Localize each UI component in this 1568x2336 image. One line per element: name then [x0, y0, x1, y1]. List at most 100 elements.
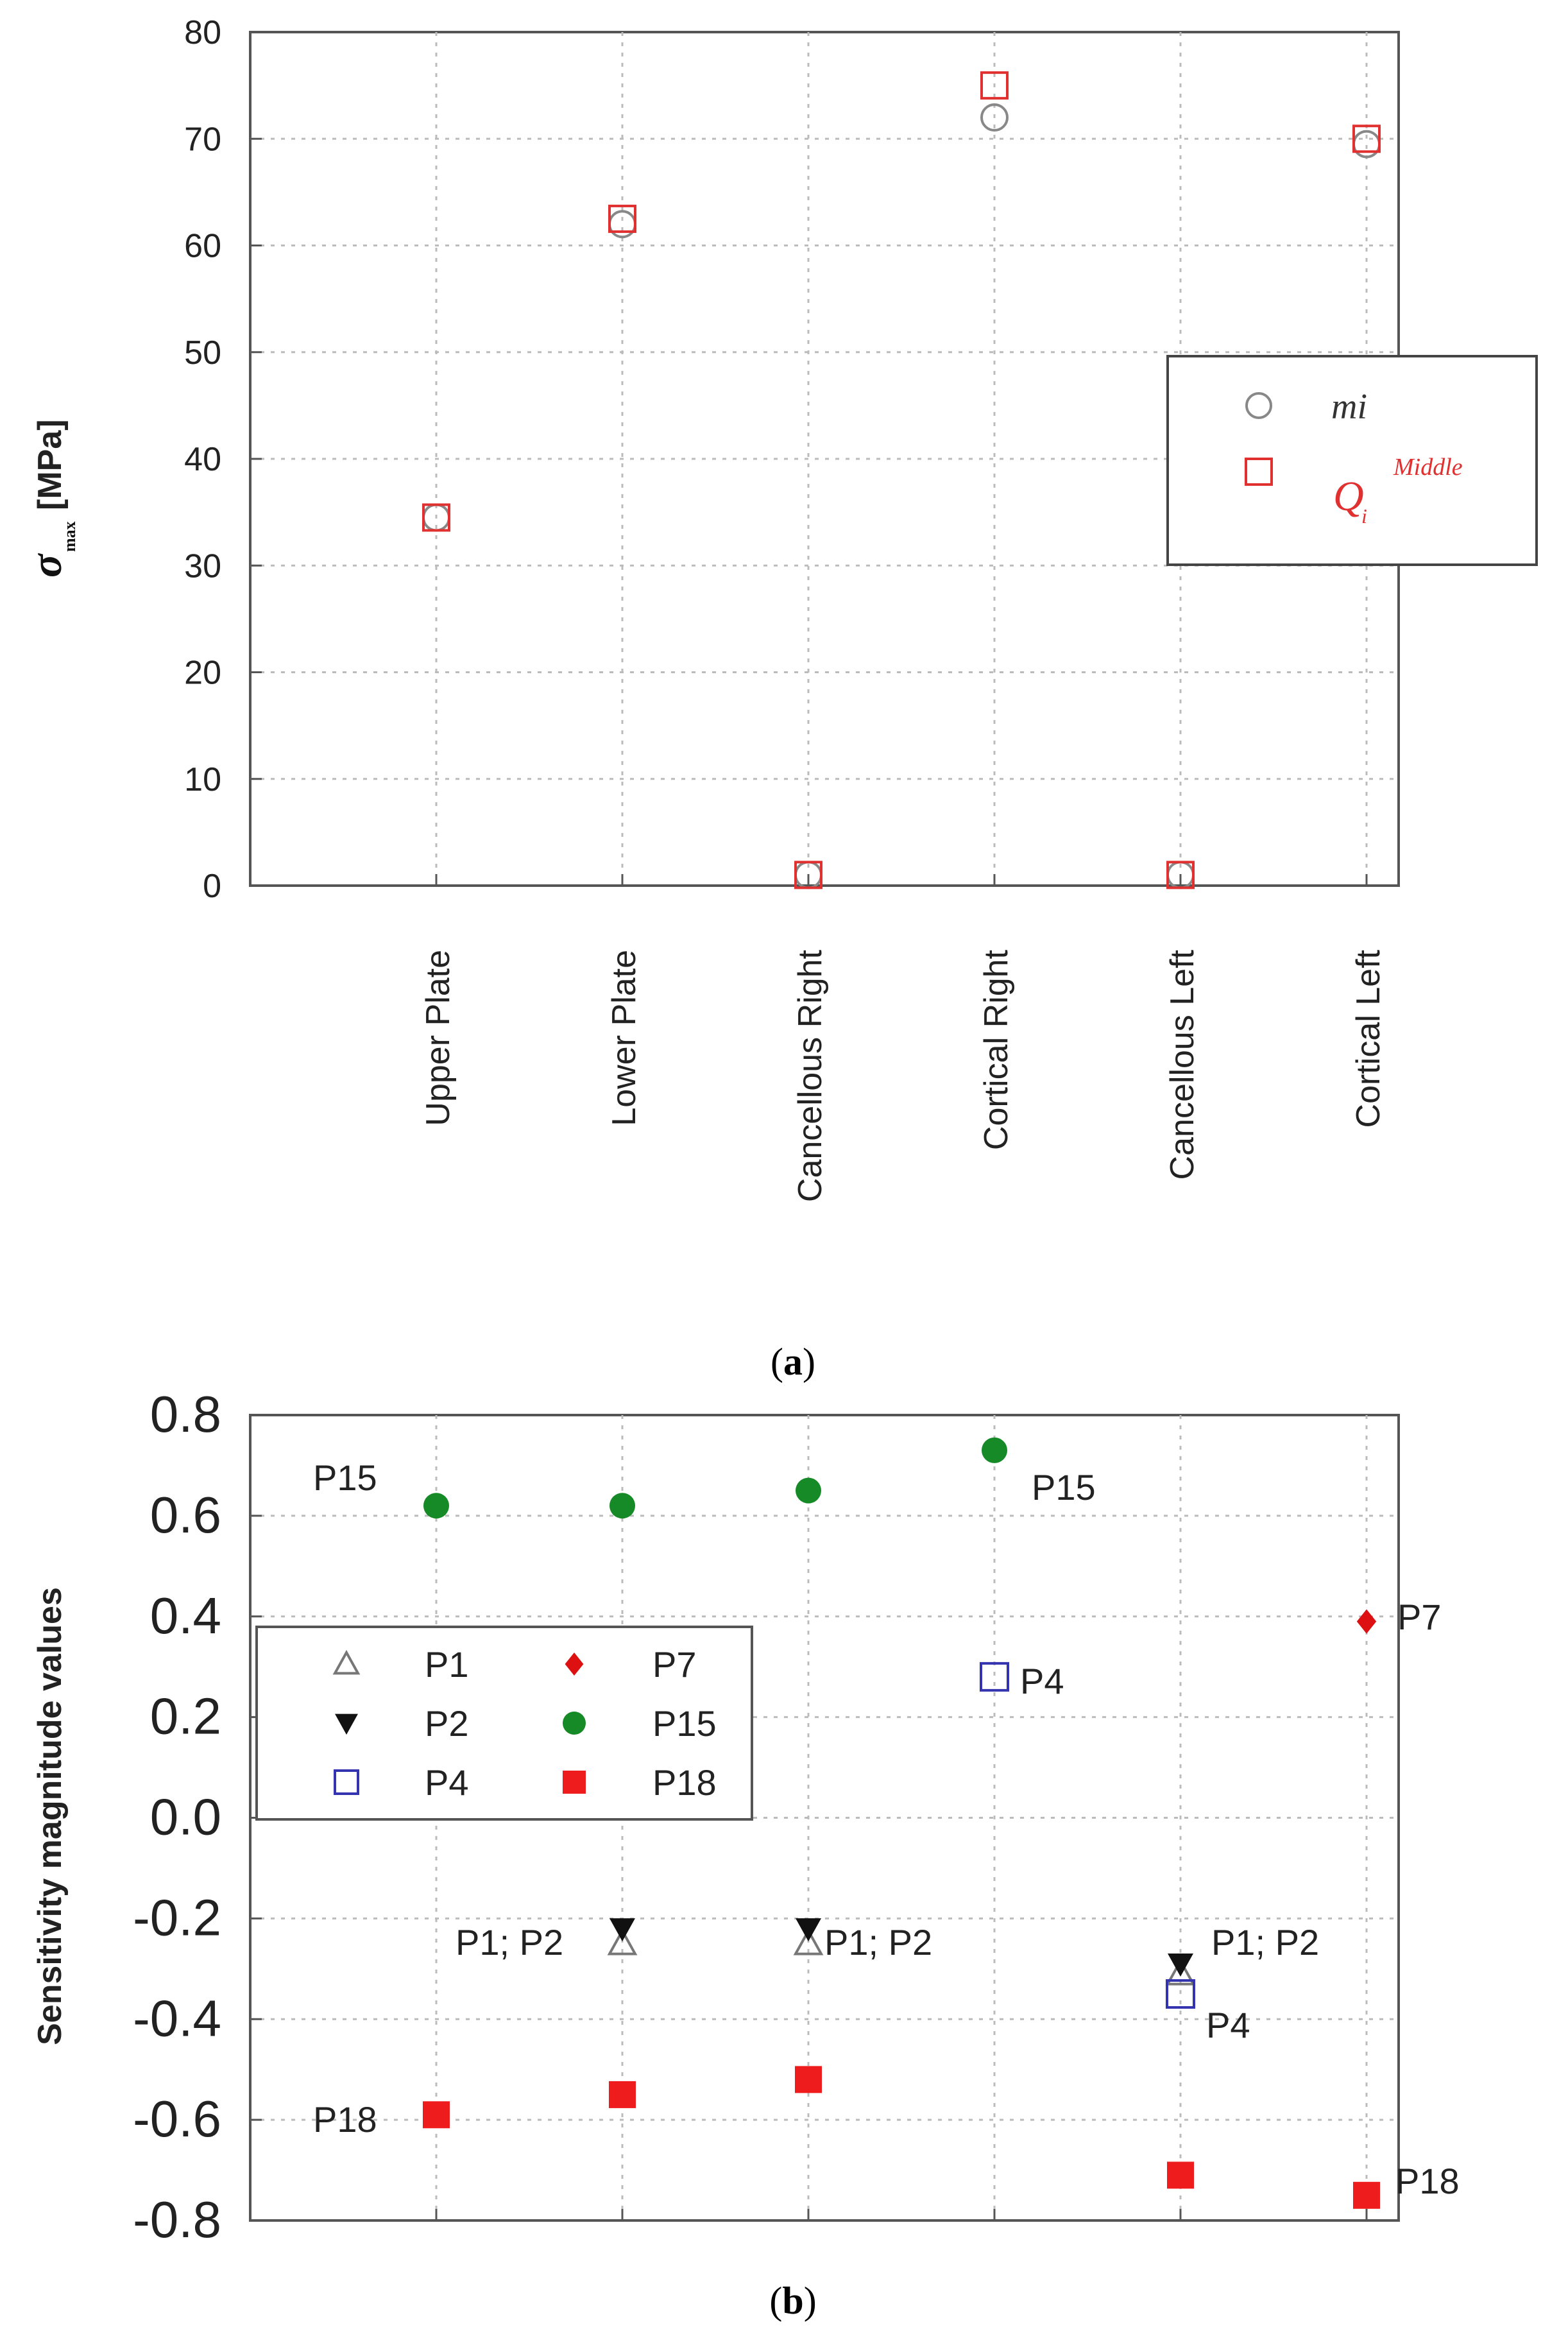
- panel-b-annotation: P18: [313, 2099, 377, 2140]
- panel-b-annotation: P1; P2: [824, 1922, 932, 1962]
- panel-a-caption-letter: a: [783, 1341, 803, 1383]
- panel-a-x-tick-label: Cortical Left: [1350, 949, 1387, 1128]
- legend-p18-marker: [563, 1771, 586, 1794]
- panel-a-legend: mi Q i Middle: [1166, 355, 1538, 566]
- panel-a-y-tick-label: 50: [184, 334, 221, 372]
- panel-b-point-p2: [796, 1918, 821, 1942]
- panel-b-y-tick-label: 0.2: [150, 1688, 221, 1745]
- panel-a-x-tick-label: Cortical Right: [978, 949, 1015, 1150]
- panel-a-x-tick-label: Lower Plate: [606, 950, 643, 1126]
- panel-b-point-p18: [609, 2081, 636, 2108]
- panel-a-y-label-symbol: σ: [22, 553, 71, 578]
- panel-b-point-p15: [423, 1493, 449, 1519]
- legend-p7-marker: [565, 1653, 584, 1676]
- legend-p2-marker: [335, 1713, 358, 1735]
- panel-b-point-p15: [982, 1437, 1007, 1463]
- panel-b-annotation: P18: [1395, 2161, 1460, 2201]
- panel-b-point-p2: [609, 1918, 635, 1942]
- panel-b-y-tick-label: 0.0: [150, 1789, 221, 1846]
- legend-p4-label: P4: [425, 1762, 469, 1803]
- panel-b-chart: -0.8 -0.6 -0.4 -0.2 0.0 0.2 0.4 0.6 0.8 P15 P15 P7…: [31, 1386, 1460, 2248]
- panel-a-x-tick-label: Upper Plate: [420, 950, 457, 1126]
- panel-a-point-q-middle: [422, 503, 450, 532]
- panel-b-point-p1: [793, 1928, 824, 1955]
- legend-mi-marker: [1245, 392, 1272, 419]
- legend-p2-label: P2: [425, 1703, 469, 1744]
- panel-b-point-p1: [607, 1928, 638, 1955]
- panel-b-y-tick-label: 0.8: [150, 1386, 221, 1443]
- panel-b-y-label: Sensitivity magnitude values: [31, 1587, 69, 2045]
- panel-a-x-tick-label: Cancellous Left: [1164, 949, 1201, 1180]
- panel-b-point-p15: [609, 1493, 635, 1519]
- panel-a-y-label-sub: max: [60, 521, 79, 552]
- legend-q-label: Q: [1333, 473, 1364, 520]
- panel-a-y-tick-label: 60: [184, 228, 221, 265]
- panel-a-point-q-middle: [1166, 861, 1195, 889]
- panel-a-x-tick-label: Cancellous Right: [792, 949, 829, 1202]
- panel-b-point-p2: [1168, 1953, 1193, 1977]
- panel-b-y-ticks: -0.8 -0.6 -0.4 -0.2 0.0 0.2 0.4 0.6 0.8: [133, 1386, 221, 2248]
- panel-a-y-label: σ max [MPa]: [22, 419, 79, 578]
- panel-b-caption: (b): [769, 2280, 816, 2322]
- panel-b-point-p18: [795, 2066, 822, 2093]
- panel-b-point-p4: [1166, 1979, 1195, 2009]
- panel-b-annotation: P4: [1206, 2005, 1250, 2045]
- panel-b-point-p1: [1165, 1958, 1196, 1986]
- legend-p7-label: P7: [652, 1644, 697, 1685]
- panel-b-y-tick-label: -0.4: [133, 1989, 221, 2047]
- panel-b-point-p15: [796, 1477, 821, 1504]
- panel-b-y-tick-label: 0.4: [150, 1587, 221, 1644]
- legend-q-sub: i: [1361, 504, 1367, 528]
- legend-p1-label: P1: [425, 1644, 469, 1685]
- panel-b-annotation: P1; P2: [1211, 1922, 1319, 1962]
- panel-a-y-tick-label: 10: [184, 761, 221, 798]
- panel-a-y-label-unit: [MPa]: [31, 419, 69, 510]
- panel-b-y-tick-label: -0.6: [133, 2090, 221, 2147]
- panel-b-y-tick-label: -0.2: [133, 1889, 221, 1946]
- panel-b-point-p4: [980, 1662, 1009, 1692]
- panel-b-y-tick-label: -0.8: [133, 2191, 221, 2248]
- panel-b-legend-box: [255, 1626, 753, 1821]
- legend-p1-marker: [332, 1649, 361, 1675]
- panel-a-point-q-middle: [1352, 125, 1381, 153]
- panel-b-point-p18: [423, 2101, 450, 2129]
- panel-a-y-tick-label: 70: [184, 121, 221, 158]
- panel-b-caption-letter: b: [782, 2280, 803, 2322]
- panel-a-y-tick-label: 30: [184, 547, 221, 585]
- panel-b-annotations: P15 P15 P7 P4 P1; P2 P1; P2 P1; P2 P4 P18 P18: [313, 1457, 1460, 2201]
- panel-b-point-p18: [1167, 2161, 1194, 2189]
- panel-a-point-mi: [980, 103, 1009, 132]
- legend-p4-marker: [334, 1769, 359, 1795]
- legend-q-marker: [1245, 458, 1273, 486]
- panel-a-point-q-middle: [608, 204, 636, 233]
- panel-a-y-tick-label: 40: [184, 441, 221, 478]
- panel-b-annotation: P15: [1032, 1467, 1096, 1507]
- panel-a-point-q-middle: [794, 861, 822, 889]
- legend-p15-marker: [563, 1712, 586, 1735]
- panel-a-chart: 0 10 20 30 40 50 60 70 80 Upper Plate Lower Plate…: [22, 14, 1538, 1202]
- panel-a-x-ticks: Upper Plate Lower Plate Cancellous Right Co…: [420, 949, 1387, 1202]
- panel-a-caption: (a): [771, 1341, 815, 1383]
- panel-b-marks: [423, 1437, 1380, 2209]
- panel-b-annotation: P7: [1397, 1597, 1442, 1637]
- panel-a-y-tick-label: 80: [184, 14, 221, 51]
- panel-a-point-q-middle: [980, 71, 1009, 100]
- panel-b-point-p7: [1356, 1609, 1377, 1634]
- panel-b-point-p18: [1353, 2181, 1380, 2209]
- panel-b-annotation: P15: [313, 1457, 377, 1498]
- panel-a-marks: [422, 71, 1381, 889]
- panel-a-y-tick-label: 0: [203, 868, 221, 905]
- panel-b-y-tick-label: 0.6: [150, 1486, 221, 1543]
- panel-b-legend-items: P1 P2 P4 P7 P15 P18: [332, 1644, 717, 1803]
- panel-b-annotation: P1; P2: [456, 1922, 563, 1962]
- panel-b-annotation: P4: [1020, 1661, 1064, 1701]
- legend-mi-label: mi: [1331, 387, 1367, 427]
- panel-b-legend: P1 P2 P4 P7 P15 P18: [255, 1626, 753, 1821]
- panel-a-legend-box: [1166, 355, 1538, 566]
- panel-a-y-tick-label: 20: [184, 655, 221, 692]
- legend-q-sup: Middle: [1393, 454, 1463, 481]
- legend-p15-label: P15: [652, 1703, 717, 1744]
- panel-a-y-ticks: 0 10 20 30 40 50 60 70 80: [184, 14, 221, 905]
- legend-p18-label: P18: [652, 1762, 717, 1803]
